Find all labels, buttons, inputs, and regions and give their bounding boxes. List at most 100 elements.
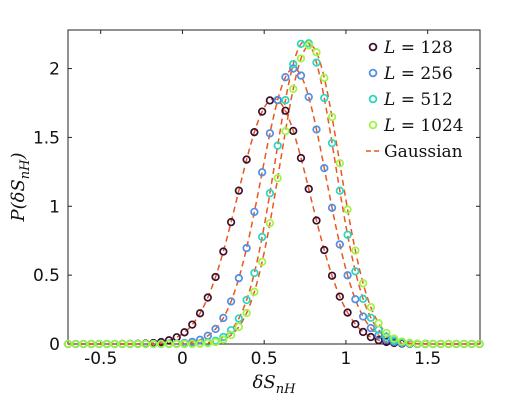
data-point — [195, 339, 205, 348]
data-point — [327, 112, 337, 122]
data-point — [335, 159, 344, 168]
data-point — [226, 326, 236, 335]
data-point — [242, 155, 251, 164]
x-tick-label: 1 — [341, 349, 352, 369]
data-markers — [63, 39, 484, 349]
data-point — [289, 84, 298, 94]
data-point — [436, 339, 445, 349]
data-point — [296, 54, 306, 63]
data-point — [94, 339, 104, 349]
data-point — [242, 295, 251, 305]
data-point — [242, 308, 251, 318]
data-point — [343, 308, 352, 317]
data-point — [219, 313, 228, 323]
data-point — [234, 314, 244, 323]
data-point — [312, 48, 321, 57]
data-point — [397, 337, 407, 346]
data-point — [234, 186, 244, 195]
x-tick-label: 1.5 — [414, 349, 441, 369]
plot-frame — [67, 29, 481, 345]
data-point — [289, 64, 298, 73]
data-point — [351, 295, 360, 304]
data-point — [258, 257, 267, 267]
data-point — [296, 39, 306, 49]
legend-marker-l512 — [368, 94, 378, 104]
data-point — [133, 339, 143, 349]
y-tick-label: 0 — [49, 335, 60, 355]
data-point — [157, 339, 166, 349]
y-tick-label: 0.5 — [33, 266, 60, 286]
data-point — [265, 189, 275, 198]
data-point — [296, 153, 306, 163]
x-tick-label: 0.5 — [251, 349, 278, 369]
legend-marker-l128 — [368, 42, 378, 52]
y-tick-label: 1 — [49, 197, 60, 217]
legend-marker-l1024 — [368, 120, 378, 130]
data-point — [87, 339, 96, 349]
data-point — [335, 292, 344, 301]
data-point — [281, 106, 290, 115]
legend: L = 128 L = 256 L = 512 L = 1024 Gaussia… — [366, 38, 464, 162]
data-point — [405, 338, 414, 348]
ticks-group: -0.5 0 0.5 1 1.5 0 0.5 1 1.5 2 — [33, 30, 480, 369]
data-point — [374, 319, 383, 328]
data-point — [102, 339, 111, 349]
data-point — [250, 128, 259, 137]
data-point — [258, 232, 267, 242]
data-point — [258, 168, 267, 177]
data-point — [226, 297, 236, 306]
data-point — [242, 243, 251, 253]
data-point — [452, 339, 461, 349]
data-point — [164, 339, 174, 349]
data-point — [203, 293, 212, 302]
data-point — [421, 339, 430, 348]
data-point — [358, 294, 368, 303]
data-point — [180, 339, 189, 349]
data-point — [180, 328, 189, 337]
data-point — [211, 337, 220, 347]
legend-label-gaussian: Gaussian — [384, 142, 463, 162]
data-point — [343, 271, 352, 280]
data-point — [366, 323, 376, 333]
legend-label-l512: L = 512 — [383, 90, 453, 110]
data-point — [312, 58, 321, 67]
data-point — [444, 339, 453, 349]
data-point — [234, 322, 244, 331]
data-point — [366, 313, 376, 322]
data-point — [164, 336, 174, 345]
data-point — [428, 339, 438, 349]
data-point — [296, 71, 306, 80]
data-point — [188, 320, 197, 329]
y-axis-label-main: P(δS — [8, 179, 29, 222]
data-point — [281, 73, 290, 82]
x-axis-label-sub: nH — [276, 382, 296, 397]
data-point — [374, 331, 383, 340]
y-axis-label-close: ) — [8, 152, 29, 160]
legend-label-l256: L = 256 — [383, 64, 453, 84]
data-point — [203, 339, 212, 348]
legend-marker-l256 — [368, 68, 378, 78]
data-point — [390, 334, 399, 343]
data-point — [195, 335, 205, 344]
data-point — [343, 205, 352, 214]
data-point — [63, 339, 73, 349]
data-point — [281, 96, 290, 105]
data-point — [219, 335, 228, 344]
data-point — [327, 271, 337, 280]
data-point — [195, 309, 205, 318]
x-axis-label: δSnH — [253, 372, 297, 397]
data-point — [265, 129, 275, 138]
data-point — [343, 230, 352, 239]
data-point — [265, 219, 275, 228]
data-point — [304, 184, 313, 194]
data-point — [226, 217, 236, 227]
data-point — [149, 339, 158, 349]
data-point — [281, 127, 290, 136]
data-point — [258, 107, 267, 116]
data-point — [125, 339, 135, 349]
data-point — [71, 339, 80, 349]
data-point — [335, 186, 344, 195]
data-point — [358, 312, 368, 321]
